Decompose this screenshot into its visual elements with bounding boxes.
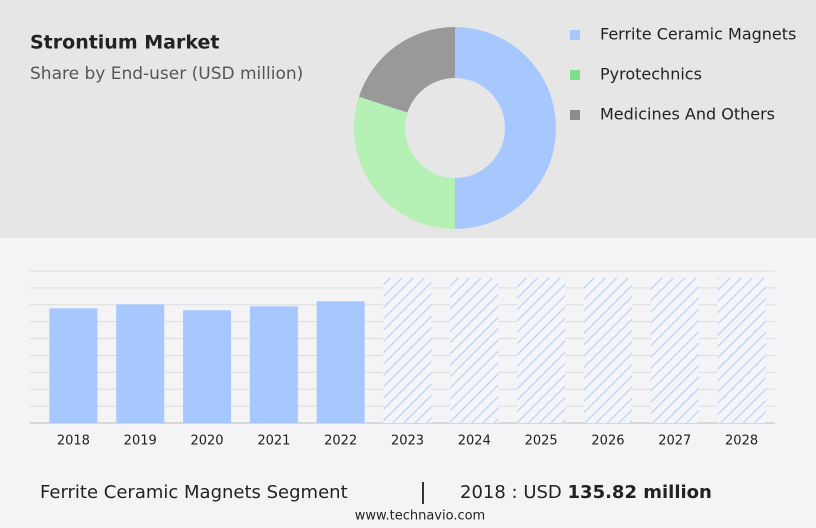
x-tick-label: 2023 xyxy=(391,434,424,449)
x-tick-label: 2019 xyxy=(124,434,157,449)
legend-label: Medicines And Others xyxy=(600,105,775,124)
chart-title: Strontium Market xyxy=(30,32,219,54)
x-tick-label: 2028 xyxy=(725,434,758,449)
donut-slice xyxy=(353,96,455,230)
bar xyxy=(49,308,98,423)
legend-swatch xyxy=(570,70,580,80)
footer-segment: Ferrite Ceramic Magnets Segment xyxy=(40,482,348,503)
bar xyxy=(249,306,298,423)
bar xyxy=(116,304,165,423)
forecast-placeholder xyxy=(517,278,566,423)
site: www.technavio.com xyxy=(355,509,485,524)
donut-slice xyxy=(455,27,556,229)
x-tick-label: 2024 xyxy=(458,434,491,449)
x-tick-label: 2025 xyxy=(525,434,558,449)
x-tick-label: 2026 xyxy=(591,434,624,449)
x-tick-label: 2022 xyxy=(324,434,357,449)
chart-subtitle: Share by End-user (USD million) xyxy=(30,64,303,84)
footer-year: 2018 : USD xyxy=(460,482,562,503)
forecast-placeholder xyxy=(383,278,432,423)
legend-label: Ferrite Ceramic Magnets xyxy=(600,25,796,44)
forecast-placeholder xyxy=(450,278,499,423)
legend-swatch xyxy=(570,110,580,120)
bar xyxy=(183,310,232,423)
footer-value: 135.82 million xyxy=(568,482,712,503)
forecast-placeholder xyxy=(650,278,699,423)
x-tick-label: 2018 xyxy=(57,434,90,449)
footer-label: 2018 : USD 135.82 million xyxy=(460,482,712,503)
donut-slice xyxy=(358,27,455,113)
forecast-placeholder xyxy=(583,278,632,423)
bar xyxy=(316,301,365,423)
legend-label: Pyrotechnics xyxy=(600,65,702,84)
legend-swatch xyxy=(570,30,580,40)
x-tick-label: 2020 xyxy=(190,434,223,449)
x-tick-label: 2027 xyxy=(658,434,691,449)
forecast-placeholder xyxy=(717,278,766,423)
x-tick-label: 2021 xyxy=(257,434,290,449)
